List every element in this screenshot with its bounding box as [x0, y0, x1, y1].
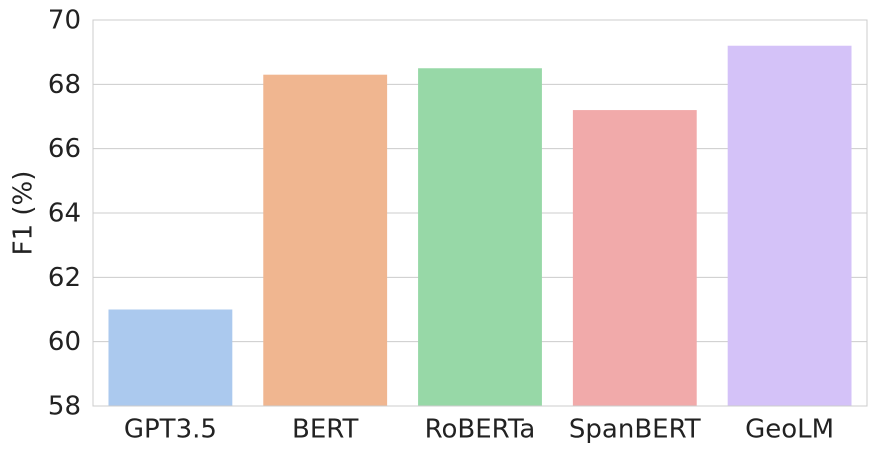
x-tick-label: GeoLM [745, 415, 834, 445]
bar [418, 68, 542, 406]
y-tick-label: 60 [48, 327, 81, 357]
x-tick-label: BERT [292, 415, 358, 445]
x-tick-label: GPT3.5 [124, 415, 217, 445]
bar [572, 110, 697, 407]
y-tick-label: 66 [48, 134, 81, 164]
bar [108, 309, 233, 406]
x-tick-label: SpanBERT [569, 415, 701, 445]
y-axis-label: F1 (%) [9, 171, 39, 256]
y-tick-label: 64 [48, 199, 81, 229]
bar [727, 45, 852, 406]
y-tick-label: 70 [48, 6, 81, 36]
y-tick-label: 58 [48, 392, 81, 422]
bar [263, 74, 388, 406]
y-tick-label: 62 [48, 263, 81, 293]
y-tick-label: 68 [48, 70, 81, 100]
plot-frame [92, 19, 868, 407]
x-tick-label: RoBERTa [425, 415, 536, 445]
